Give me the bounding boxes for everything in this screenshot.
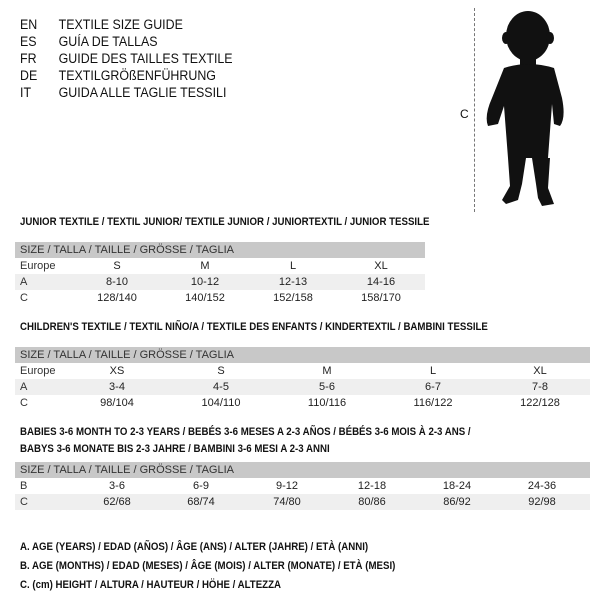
table-cell: L [429, 365, 437, 377]
table-cell: 116/122 [413, 397, 453, 409]
table-cell: 158/170 [361, 292, 401, 304]
language-row: DE TEXTILGRÖßENFÜHRUNG [20, 67, 233, 84]
table-cell: 122/128 [520, 397, 560, 409]
row-label: C [20, 397, 28, 409]
language-guide-title: TEXTILGRÖßENFÜHRUNG [58, 68, 216, 83]
table-cell: L [289, 260, 297, 272]
table-cell: 110/116 [307, 397, 347, 409]
language-code: DE [20, 68, 38, 83]
table-cell: 6-7 [425, 381, 441, 393]
babies-title-line1: BABIES 3-6 MONTH TO 2-3 YEARS / BEBÉS 3-… [20, 426, 471, 438]
row-label: Europe [20, 260, 56, 272]
table-cell: XL [374, 260, 388, 272]
table-row: B 3-6 6-9 9-12 12-18 18-24 24-36 [15, 478, 590, 494]
table-cell: 68/74 [187, 496, 215, 508]
table-cell: 74/80 [273, 496, 301, 508]
legend-b: B. AGE (MONTHS) / EDAD (MESES) / ÂGE (MO… [20, 560, 396, 572]
table-cell: 5-6 [319, 381, 335, 393]
language-row: FR GUIDE DES TAILLES TEXTILE [20, 50, 233, 67]
table-row: A 3-4 4-5 5-6 6-7 7-8 [15, 379, 590, 395]
language-guide-title: TEXTILE SIZE GUIDE [58, 17, 183, 32]
language-row: IT GUIDA ALLE TAGLIE TESSILI [20, 84, 233, 101]
table-cell: 152/158 [273, 292, 313, 304]
table-cell: 140/152 [185, 292, 225, 304]
babies-title-line2: BABYS 3-6 MONATE BIS 2-3 JAHRE / BAMBINI… [20, 443, 330, 455]
junior-size-table: SIZE / TALLA / TAILLE / GRÖSSE / TAGLIA E… [15, 242, 425, 306]
table-row: Europe XS S M L XL [15, 363, 590, 379]
language-guide-title: GUIDE DES TAILLES TEXTILE [58, 51, 233, 66]
table-cell: 14-16 [366, 276, 396, 288]
table-cell: 18-24 [442, 480, 472, 492]
children-title: CHILDREN'S TEXTILE / TEXTIL NIÑO/A / TEX… [20, 321, 488, 333]
table-cell: 128/140 [97, 292, 137, 304]
table-cell: 7-8 [532, 381, 548, 393]
table-cell: 86/92 [443, 496, 471, 508]
language-code: ES [20, 34, 37, 49]
child-silhouette-icon [486, 11, 564, 206]
language-row: ES GUÍA DE TALLAS [20, 33, 233, 50]
legend: A. AGE (YEARS) / EDAD (AÑOS) / ÂGE (ANS)… [20, 538, 395, 595]
table-cell: 4-5 [213, 381, 229, 393]
table-cell: 8-10 [105, 276, 129, 288]
table-cell: 9-12 [275, 480, 299, 492]
table-row: Europe S M L XL [15, 258, 425, 274]
table-cell: 98/104 [100, 397, 134, 409]
row-label: C [20, 292, 28, 304]
babies-size-table: SIZE / TALLA / TAILLE / GRÖSSE / TAGLIA B… [15, 462, 590, 510]
table-cell: 10-12 [190, 276, 220, 288]
height-measure-line [474, 8, 475, 212]
table-cell: XS [109, 365, 125, 377]
language-code: FR [20, 51, 37, 66]
table-cell: M [322, 365, 332, 377]
junior-title: JUNIOR TEXTILE / TEXTIL JUNIOR/ TEXTILE … [20, 216, 430, 228]
table-row: C 62/68 68/74 74/80 80/86 86/92 92/98 [15, 494, 590, 510]
table-cell: 92/98 [528, 496, 556, 508]
language-code: EN [20, 17, 38, 32]
table-cell: 80/86 [358, 496, 386, 508]
table-cell: 12-13 [278, 276, 308, 288]
table-row: A 8-10 10-12 12-13 14-16 [15, 274, 425, 290]
height-label: C [460, 107, 469, 121]
table-cell: 6-9 [193, 480, 209, 492]
table-cell: 3-4 [109, 381, 125, 393]
table-row: C 98/104 104/110 110/116 116/122 122/128 [15, 395, 590, 411]
table-cell: S [113, 260, 121, 272]
row-label: Europe [20, 365, 56, 377]
language-list: EN TEXTILE SIZE GUIDE ES GUÍA DE TALLAS FR GU… [20, 16, 233, 101]
legend-c: C. (cm) HEIGHT / ALTURA / HAUTEUR / HÖHE… [20, 579, 282, 591]
table-row: C 128/140 140/152 152/158 158/170 [15, 290, 425, 306]
size-header: SIZE / TALLA / TAILLE / GRÖSSE / TAGLIA [15, 242, 425, 258]
table-cell: XL [533, 365, 547, 377]
table-cell: 24-36 [527, 480, 557, 492]
table-cell: M [200, 260, 210, 272]
language-guide-title: GUIDA ALLE TAGLIE TESSILI [58, 85, 227, 100]
row-label: C [20, 496, 28, 508]
language-row: EN TEXTILE SIZE GUIDE [20, 16, 233, 33]
size-header: SIZE / TALLA / TAILLE / GRÖSSE / TAGLIA [15, 462, 590, 478]
table-cell: 3-6 [109, 480, 125, 492]
row-label: A [20, 381, 28, 393]
table-cell: 62/68 [103, 496, 131, 508]
legend-a: A. AGE (YEARS) / EDAD (AÑOS) / ÂGE (ANS)… [20, 541, 369, 553]
row-label: B [20, 480, 28, 492]
row-label: A [20, 276, 28, 288]
table-cell: 104/110 [201, 397, 241, 409]
language-code: IT [20, 85, 32, 100]
children-size-table: SIZE / TALLA / TAILLE / GRÖSSE / TAGLIA E… [15, 347, 590, 411]
table-cell: S [217, 365, 225, 377]
table-cell: 12-18 [357, 480, 387, 492]
size-header: SIZE / TALLA / TAILLE / GRÖSSE / TAGLIA [15, 347, 590, 363]
language-guide-title: GUÍA DE TALLAS [58, 34, 158, 49]
